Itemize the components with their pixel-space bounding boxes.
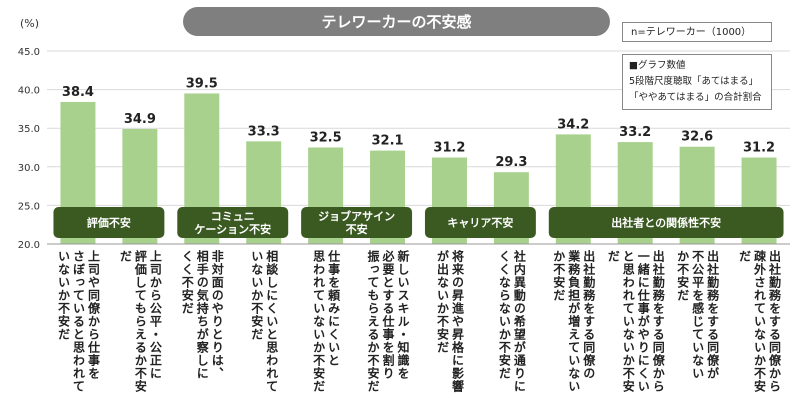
category-label: 上司から公平・公正に 評価してもらえるか不安 だ — [118, 250, 163, 393]
chart-title-group: テレワーカーの不安感 — [183, 7, 610, 36]
category-label: 上司や同僚から仕事を さぼっていると思われて いないか不安だ — [56, 250, 101, 393]
group-label-line: 出社者との関係性不安 — [611, 216, 721, 230]
bar-value-label: 39.5 — [186, 76, 218, 91]
group-label-box — [424, 207, 536, 238]
bar-value-label: 29.3 — [495, 155, 527, 170]
category-label: 出社勤務をする同僚から 疎外されていないか不安 だ — [737, 250, 782, 393]
category-label: 出社勤務をする同僚が 不公平を感じていない か不安だ — [675, 250, 720, 380]
chart-title-pill — [183, 7, 610, 36]
group-label-line: 不安 — [346, 222, 368, 236]
group-label-line: ケーション不安 — [194, 222, 271, 236]
group-label-line: コミュニ — [211, 210, 255, 223]
group-label: 出社者との関係性不安 — [548, 207, 784, 238]
group-label-text: キャリア不安 — [447, 216, 513, 230]
y-tick-label: 35.0 — [18, 124, 40, 135]
y-axis-unit: (%) — [20, 17, 39, 30]
bar-value-label: 34.2 — [557, 117, 589, 132]
bar-value-label: 31.2 — [743, 141, 775, 156]
bar-value-label: 38.4 — [62, 85, 94, 100]
category-label: 社内異動の希望が通りに くくならないか不安だ — [497, 250, 527, 393]
note-line-2: 5段階尺度聴取「あてはまる」 — [629, 76, 759, 87]
value-labels: 38.4 34.9 39.5 33.3 32.5 32.1 31.2 29.3 34.2 33.2… — [62, 76, 775, 170]
group-label: コミュニケーション不安 — [177, 207, 289, 238]
chart-title: テレワーカーの不安感 — [321, 13, 471, 31]
sample-size-text: n=テレワーカー（1000） — [631, 27, 752, 38]
bar-value-label: 32.1 — [372, 134, 404, 149]
bar-value-label: 33.3 — [248, 124, 280, 139]
category-label: 相談しにくいと思われて いないか不安だ — [249, 250, 279, 393]
group-label-text: 評価不安 — [87, 216, 131, 230]
group-label-box — [53, 207, 165, 238]
category-label: 仕事を頼みにくいと 思われていないか不安だ — [311, 250, 341, 393]
group-label: ジョブアサイン不安 — [301, 207, 413, 238]
group-label-box — [301, 207, 413, 238]
bar-value-label: 32.5 — [310, 131, 342, 146]
y-tick-label: 40.0 — [18, 86, 40, 97]
group-label-box — [548, 207, 784, 238]
y-tick-label: 20.0 — [18, 240, 40, 251]
group-label-text: 出社者との関係性不安 — [611, 216, 721, 230]
category-label: 出社勤務をする同僚の 業務負担が増えていない か不安だ — [551, 250, 596, 393]
category-label: 将来の昇進や昇格に影響 が出ないか不安だ — [435, 250, 465, 393]
note-line-1: ■グラフ数値 — [629, 60, 686, 71]
group-label-box — [177, 207, 289, 238]
bar-value-label: 31.2 — [433, 141, 465, 156]
category-label: 出社勤務をする同僚から 一緒に仕事がやりにくい と思われていないか不安 だ — [606, 250, 666, 393]
group-label: 評価不安 — [53, 207, 165, 238]
note-box: ■グラフ数値 5段階尺度聴取「あてはまる」 「ややあてはまる」の合計割合 — [622, 54, 772, 110]
bar-value-label: 32.6 — [681, 130, 713, 145]
bar-value-label: 34.9 — [124, 112, 156, 127]
group-label-text: コミュニケーション不安 — [194, 210, 271, 236]
group-label-line: 評価不安 — [87, 216, 131, 230]
bar-value-label: 33.2 — [619, 125, 651, 140]
group-label-line: キャリア不安 — [447, 216, 513, 230]
group-label: キャリア不安 — [424, 207, 536, 238]
y-tick-label: 25.0 — [18, 201, 40, 212]
group-labels: 評価不安 コミュニケーション不安 ジョブアサイン不安 キャリア不安 出社者との関係性不安 — [53, 207, 784, 238]
sample-size-box: n=テレワーカー（1000） — [622, 22, 772, 42]
category-label: 非対面のやりとりは、 相手の気持ちが察しに くく不安だ — [180, 250, 225, 380]
note-line-3: 「ややあてはまる」の合計割合 — [629, 92, 762, 103]
group-label-line: ジョブアサイン — [318, 209, 395, 223]
y-axis-ticks: 20.0 25.0 30.0 35.0 40.0 45.0 — [18, 47, 40, 251]
y-tick-label: 30.0 — [18, 163, 40, 174]
y-tick-label: 45.0 — [18, 47, 40, 58]
group-label-text: ジョブアサイン不安 — [318, 209, 395, 236]
category-label: 新しいスキル・知識を 必要とする仕事を割り 振ってもらえるか不安だ — [366, 250, 411, 393]
